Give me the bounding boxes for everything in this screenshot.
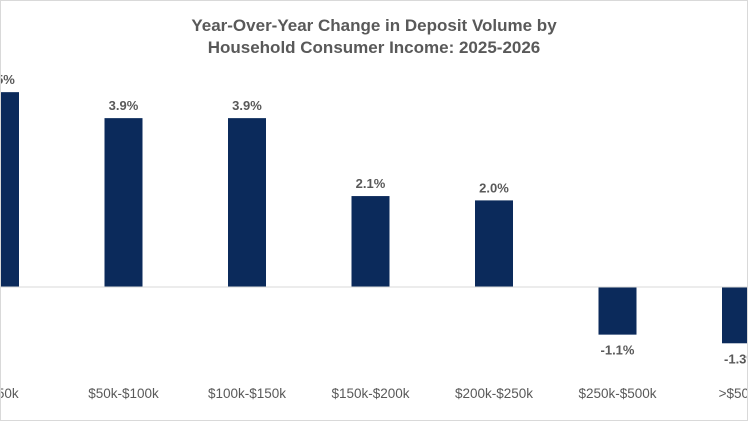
category-label-4: $200k-$250k <box>455 386 533 401</box>
category-label-5: $250k-$500k <box>578 386 656 401</box>
chart-title: Year-Over-Year Change in Deposit Volume … <box>0 15 748 59</box>
category-label-3: $150k-$200k <box>331 386 409 401</box>
chart-title-line-2: Household Consumer Income: 2025-2026 <box>207 38 541 57</box>
data-label-2: 3.9% <box>232 98 262 113</box>
bar-6 <box>722 287 748 344</box>
bar-4 <box>475 200 513 287</box>
bar-0 <box>0 92 19 288</box>
bars-group <box>0 92 748 344</box>
category-label-2: $100k-$150k <box>208 386 286 401</box>
category-label-6: >$500k <box>719 386 748 401</box>
bar-3 <box>351 196 390 287</box>
bar-2 <box>228 118 266 287</box>
data-label-5: -1.1% <box>601 343 635 358</box>
data-label-6: -1.3% <box>724 351 748 366</box>
data-labels-group: 4.5% 3.9% 3.9% 2.1% 2.0% -1.1% -1.3% <box>0 72 748 366</box>
chart-title-line-1: Year-Over-Year Change in Deposit Volume … <box>191 16 557 35</box>
data-label-0: 4.5% <box>0 72 15 87</box>
data-label-3: 2.1% <box>356 176 386 191</box>
data-label-4: 2.0% <box>479 180 509 195</box>
category-label-1: $50k-$100k <box>88 386 159 401</box>
data-label-1: 3.9% <box>109 98 139 113</box>
category-tick-labels-group: <$50k $50k-$100k $100k-$150k $150k-$200k $20… <box>0 386 748 401</box>
bar-5 <box>598 287 637 335</box>
bar-1 <box>104 118 143 287</box>
category-label-0: <$50k <box>0 386 19 401</box>
